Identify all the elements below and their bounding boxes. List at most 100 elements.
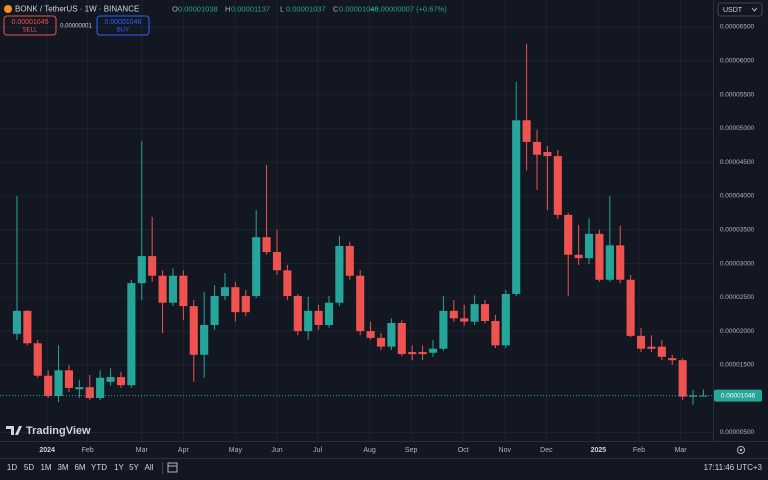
y-tick-label: 0.00006500 xyxy=(720,24,755,31)
buy-button[interactable] xyxy=(96,15,150,36)
candle-body xyxy=(668,358,677,361)
range-button[interactable]: 3M xyxy=(57,463,68,472)
range-button[interactable]: 1Y xyxy=(114,463,124,472)
currency-button[interactable] xyxy=(717,2,763,17)
calendar-icon[interactable] xyxy=(167,462,178,473)
legend-value: 0.00001038 xyxy=(178,4,218,13)
legend-change: +0.00000007 (+0.67%) xyxy=(370,4,447,13)
candle-body xyxy=(387,323,396,347)
watermark-logo xyxy=(6,426,22,435)
legend-value: 0.00001037 xyxy=(286,4,326,13)
x-tick-label: 2024 xyxy=(39,447,55,454)
candle-body xyxy=(449,310,458,319)
x-tick-label: Dec xyxy=(540,447,553,454)
x-tick-label: Sep xyxy=(405,447,418,454)
legend-value: 0.00001046 xyxy=(339,4,379,13)
spread: 0.00000001 xyxy=(60,24,92,30)
candle-body xyxy=(314,310,323,326)
y-tick-label: 0.00006000 xyxy=(720,58,755,65)
candle-body xyxy=(356,275,365,332)
candle-body xyxy=(324,302,334,326)
buy-label: BUY xyxy=(117,28,129,34)
x-tick-label: 2025 xyxy=(591,447,607,454)
sell-price: 0.00001045 xyxy=(12,19,49,26)
candle-body xyxy=(127,283,136,386)
candle-body xyxy=(116,377,126,386)
candle-body xyxy=(491,320,500,346)
y-tick-label: 0.00000500 xyxy=(720,429,755,436)
legend-value: 0.00001137 xyxy=(231,4,270,13)
candle-body xyxy=(44,375,53,396)
candle-body xyxy=(605,245,614,280)
candle-body xyxy=(158,275,167,303)
candle-body xyxy=(636,335,646,349)
candle-body xyxy=(96,377,105,399)
range-button[interactable]: 5Y xyxy=(129,463,139,472)
legend-key: C xyxy=(333,4,339,13)
candle-body xyxy=(543,152,552,157)
buy-price: 0.00001046 xyxy=(105,19,142,26)
y-tick-label: 0.00005500 xyxy=(720,91,755,98)
candle-body xyxy=(335,245,344,303)
candle-body xyxy=(272,252,282,271)
candle-body xyxy=(252,237,261,296)
candle-body xyxy=(106,377,115,382)
candle-body xyxy=(283,270,292,296)
y-tick-label: 0.00004000 xyxy=(720,193,755,200)
candle-body xyxy=(85,387,94,399)
legend-key: H xyxy=(225,4,230,13)
y-tick-label: 0.00004500 xyxy=(720,159,755,166)
last-price-label: 0.00001046 xyxy=(721,392,756,399)
x-tick-label: Oct xyxy=(458,447,469,454)
range-button[interactable]: YTD xyxy=(91,463,107,472)
range-button[interactable]: 1M xyxy=(40,463,51,472)
candle-body xyxy=(304,310,313,332)
y-tick-label: 0.00003500 xyxy=(720,226,755,233)
candles xyxy=(12,43,708,405)
candle-body xyxy=(564,214,573,255)
candle-body xyxy=(241,295,250,313)
x-tick-label: Mar xyxy=(136,447,149,454)
range-button[interactable]: 1D xyxy=(7,463,17,472)
candle-body xyxy=(168,275,178,303)
candle-body xyxy=(439,310,448,349)
candle-body xyxy=(220,287,230,296)
candle-body xyxy=(200,325,209,355)
candle-body xyxy=(12,310,22,334)
x-tick-label: Mar xyxy=(675,447,688,454)
range-button[interactable]: 6M xyxy=(74,463,85,472)
clock: 17:11:46 UTC+3 xyxy=(704,463,763,472)
candle-body xyxy=(501,293,510,346)
sell-button[interactable] xyxy=(3,15,57,36)
candle-body xyxy=(179,275,188,307)
settings-icon-center xyxy=(739,448,743,452)
symbol-title[interactable]: BONK / TetherUS · 1W · BINANCE xyxy=(15,5,139,14)
x-tick-label: Jul xyxy=(313,447,322,454)
range-button[interactable]: All xyxy=(145,463,154,472)
candle-body xyxy=(512,120,521,294)
candle-body xyxy=(366,331,375,338)
candle-body xyxy=(574,254,583,259)
x-tick-label: Feb xyxy=(633,447,645,454)
candle-body xyxy=(418,352,427,355)
candle-body xyxy=(189,306,198,355)
toolbar: 1D 5D 1M 3M 6M YTD 1Y 5Y All xyxy=(7,463,154,472)
candle-body xyxy=(231,287,240,313)
candle-body xyxy=(262,237,271,253)
y-tick-label: 0.00005000 xyxy=(720,125,755,132)
settings-icon[interactable] xyxy=(737,446,745,454)
candle-body xyxy=(23,310,32,344)
candle-body xyxy=(460,318,469,322)
candle-body xyxy=(678,360,687,397)
candle-body xyxy=(647,346,656,349)
candle-body xyxy=(522,120,531,142)
candle-body xyxy=(408,352,417,355)
last-price-box xyxy=(714,389,762,402)
y-tick-label: 0.00002500 xyxy=(720,294,755,301)
x-tick-label: Apr xyxy=(178,447,190,454)
candle-body xyxy=(470,304,479,322)
candle-body xyxy=(657,346,666,357)
range-button[interactable]: 5D xyxy=(24,463,34,472)
